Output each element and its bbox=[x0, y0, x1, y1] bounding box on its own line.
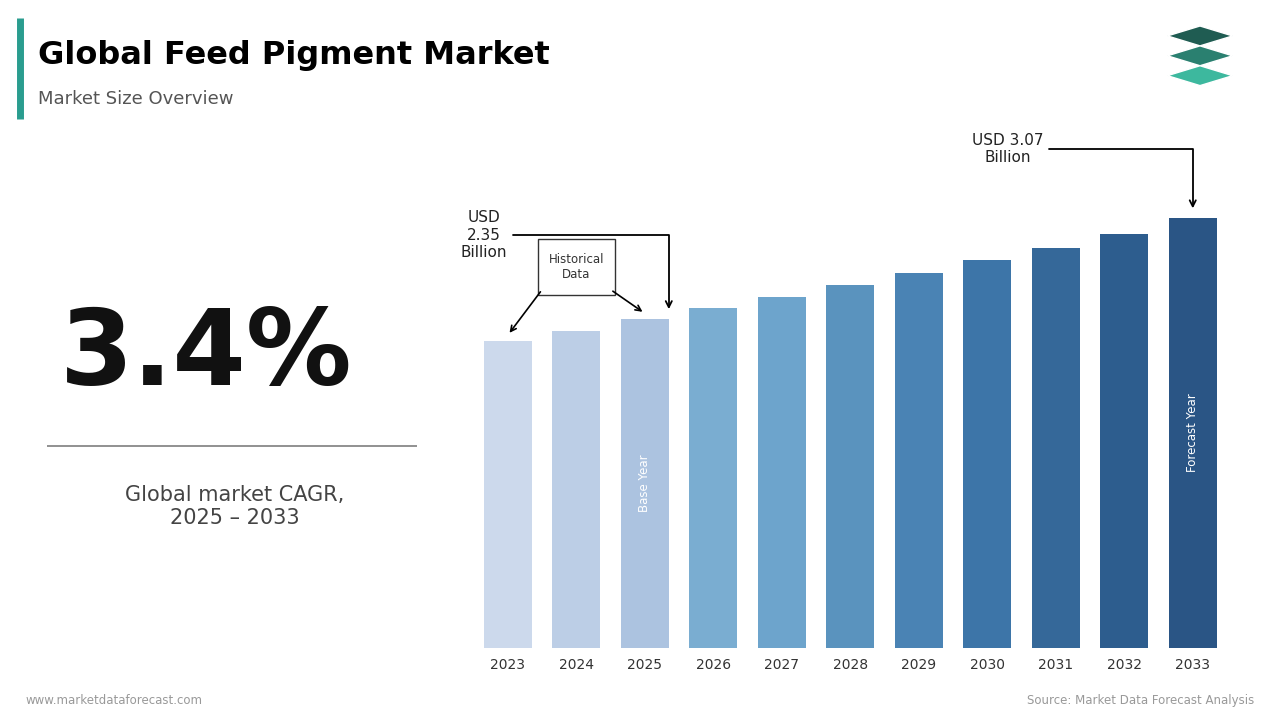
Bar bbox=[484, 341, 531, 648]
Text: Market Size Overview: Market Size Overview bbox=[38, 90, 234, 108]
Text: Global market CAGR,
2025 – 2033: Global market CAGR, 2025 – 2033 bbox=[125, 485, 344, 528]
Bar bbox=[1101, 233, 1148, 648]
Text: www.marketdataforecast.com: www.marketdataforecast.com bbox=[26, 694, 202, 707]
FancyBboxPatch shape bbox=[538, 239, 614, 295]
Bar bbox=[553, 331, 600, 648]
Bar bbox=[827, 284, 874, 648]
Polygon shape bbox=[1167, 46, 1233, 66]
Bar bbox=[964, 260, 1011, 648]
Bar bbox=[758, 297, 806, 648]
Bar bbox=[1169, 218, 1217, 648]
Text: Forecast Year: Forecast Year bbox=[1187, 394, 1199, 472]
Text: USD 3.07
Billion: USD 3.07 Billion bbox=[972, 132, 1196, 207]
Polygon shape bbox=[1167, 26, 1233, 46]
Polygon shape bbox=[1167, 66, 1233, 86]
Bar bbox=[621, 319, 669, 648]
Text: 3.4%: 3.4% bbox=[60, 305, 353, 407]
Bar bbox=[690, 307, 737, 648]
Text: Base Year: Base Year bbox=[639, 455, 652, 513]
Text: USD
2.35
Billion: USD 2.35 Billion bbox=[461, 210, 672, 307]
Text: Source: Market Data Forecast Analysis: Source: Market Data Forecast Analysis bbox=[1027, 694, 1254, 707]
Text: Global Feed Pigment Market: Global Feed Pigment Market bbox=[38, 40, 550, 71]
Text: Historical
Data: Historical Data bbox=[549, 253, 604, 282]
Bar bbox=[895, 273, 943, 648]
Bar bbox=[1032, 248, 1080, 648]
